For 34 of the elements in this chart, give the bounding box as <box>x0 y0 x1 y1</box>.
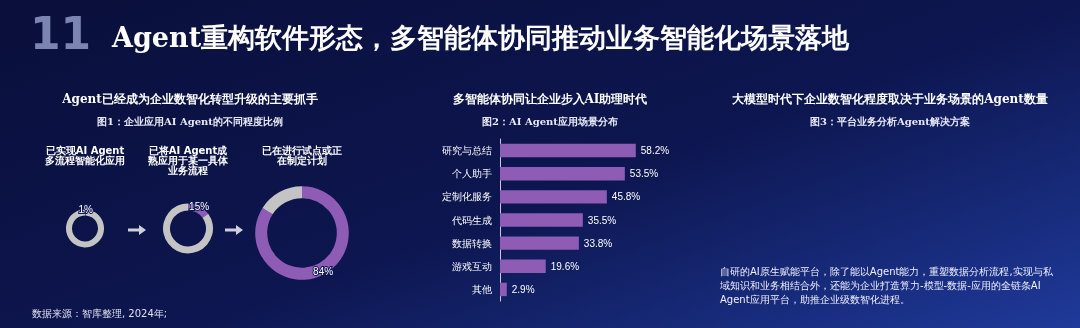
y-tick-label: 定制化服务 <box>442 191 492 203</box>
data-label: 58.2% <box>640 145 670 157</box>
bar <box>500 213 583 227</box>
y-tick-label: 游戏互动 <box>452 260 492 272</box>
chart-title: 多智能体协同让企业步入AI助理时代 <box>451 91 649 108</box>
text: 图1：企业应用AI Agent的不同程度比例 <box>96 115 284 129</box>
chart-subtitle: 图2：AI Agent应用场景分布 <box>481 115 619 129</box>
data-label: 45.8% <box>611 191 641 203</box>
y-tick-label: 代码生成 <box>451 214 492 226</box>
data-label: 33.8% <box>583 237 613 249</box>
data-label: 2.9% <box>511 283 535 295</box>
source-note: 数据来源：智库整理, 2024年; <box>32 307 168 321</box>
bar <box>500 236 579 250</box>
data-label: 19.6% <box>550 260 580 272</box>
data-label: 53.5% <box>629 168 659 180</box>
y-tick-label: 研究与总结 <box>442 145 492 157</box>
data-label: 35.5% <box>587 214 617 226</box>
bar <box>500 259 546 273</box>
text: Agent已经成为企业数智化转型升级的主要抓手 <box>61 91 319 108</box>
text: 图3：平台业务分析Agent解决方案 <box>809 115 971 129</box>
chart-title: 已在进行试点或正在制定计划 <box>262 144 342 166</box>
bar <box>500 282 507 297</box>
y-tick-label: 数据转换 <box>452 237 492 249</box>
bar <box>500 143 636 158</box>
text: 11 <box>30 8 92 59</box>
text: Agent重构软件形态，多智能体协同推动业务智能化场景落地 <box>112 21 850 55</box>
text: 大模型时代下企业数智化程度取决于业务场景的Agent数量 <box>731 91 1049 108</box>
bar <box>500 167 625 181</box>
y-tick-label: 个人助手 <box>452 168 492 180</box>
y-tick-label: 其他 <box>472 283 492 295</box>
chart-title: 已实现AI Agent多流程智能化应用 <box>45 144 125 166</box>
chart-title: 已将AI Agent成熟应用于某一具体业务流程 <box>147 144 229 176</box>
text: 自研的AI原生赋能平台，除了能以Agent能力，重塑数据分析流程,实现与私域知识和业务相结合外，还能为企业打造算力-模型-数据-应用的全链条AI Agent应用平台，助推企业级数智化进程。 <box>720 265 1054 307</box>
bar <box>500 190 607 204</box>
